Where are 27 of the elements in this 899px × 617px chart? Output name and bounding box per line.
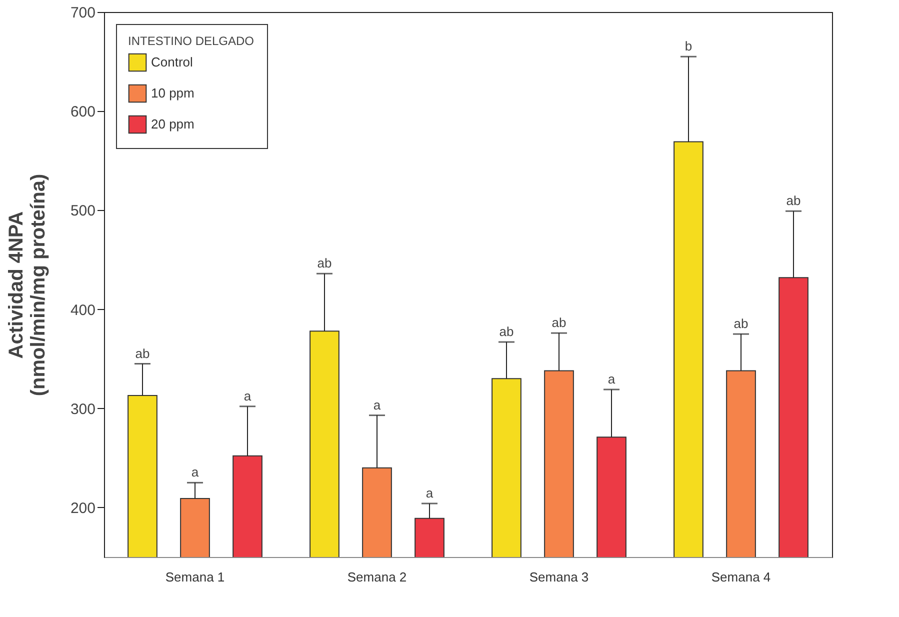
annotation: ab: [135, 346, 150, 361]
y-tick-label: 400: [70, 302, 96, 319]
annotation: a: [191, 464, 200, 480]
y-axis-title: Actividad 4NPA (nmol/min/mg proteína): [5, 174, 50, 396]
annotation: a: [608, 372, 616, 387]
legend-title: INTESTINO DELGADO: [128, 34, 254, 48]
annotation: ab: [317, 256, 332, 271]
y-tick-label: 700: [70, 4, 96, 22]
annotation: ab: [786, 193, 801, 208]
legend-label: 10 ppm: [151, 86, 194, 100]
annotation: b: [684, 38, 692, 54]
annotation: a: [244, 388, 252, 404]
x-tick-label: Semana 1: [165, 570, 225, 584]
annotation: a: [426, 485, 434, 500]
y-tick-label: 200: [70, 500, 96, 517]
annotation: ab: [499, 324, 514, 339]
y-tick-label: 600: [70, 104, 96, 121]
y-tick-label: 500: [70, 202, 96, 220]
annotation: ab: [734, 316, 748, 332]
x-tick-label: Semana 3: [529, 570, 589, 584]
x-tick-label: Semana 2: [347, 570, 407, 584]
legend-label: 20 ppm: [151, 116, 194, 132]
y-tick-label: 300: [70, 400, 96, 418]
x-tick-label: Semana 4: [711, 570, 771, 584]
annotation: ab: [552, 315, 566, 330]
annotation: a: [373, 397, 382, 412]
legend-label: Control: [151, 54, 194, 70]
